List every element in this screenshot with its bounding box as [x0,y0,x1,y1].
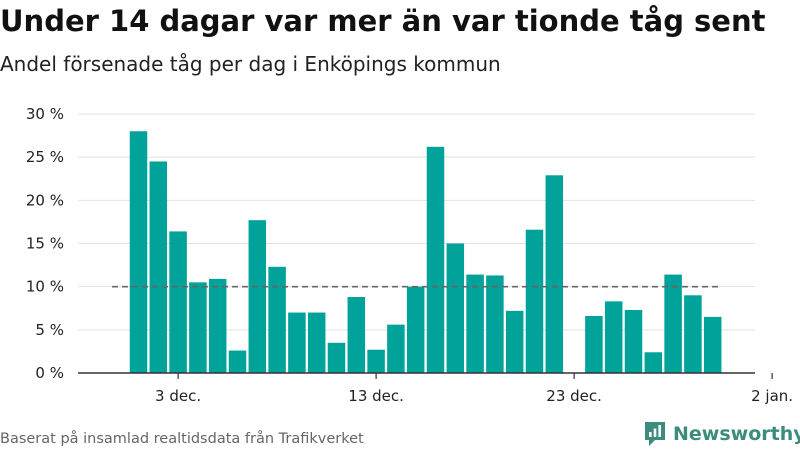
bar [703,316,722,373]
x-tick-label: 3 dec. [155,387,201,405]
bar [684,295,702,373]
bar [525,229,544,373]
bar [208,278,227,373]
bar [288,312,306,373]
source-note: Baserat på insamlad realtidsdata från Tr… [0,431,364,447]
y-tick-label: 15 % [26,235,64,253]
x-tick-label: 13 dec. [348,387,404,405]
bar [307,312,326,373]
chart-title: Under 14 dagar var mer än var tionde tåg… [0,4,766,38]
y-tick-label: 10 % [26,278,64,296]
x-tick-label: 23 dec. [546,387,602,405]
bar [505,310,524,373]
bar [387,324,405,373]
chart-subtitle: Andel försenade tåg per dag i Enköpings … [0,52,501,76]
bar [426,146,445,373]
y-tick-label: 0 % [35,364,64,382]
y-tick-label: 5 % [35,321,64,339]
y-tick-label: 25 % [26,148,64,166]
bar [624,309,643,373]
bar [585,316,603,373]
bar [149,161,168,373]
bar [545,175,564,373]
bar [466,274,484,373]
bar [228,350,247,373]
bar [347,297,366,373]
bar [604,301,623,373]
y-tick-label: 20 % [26,191,64,209]
y-tick-label: 30 % [26,105,64,123]
bar [327,342,346,373]
bar [644,352,663,373]
bar [169,231,187,373]
bar [406,286,425,373]
bar [248,220,267,373]
x-tick-label: 2 jan. [751,387,793,405]
newsworthy-logo-icon [645,422,665,446]
bar [486,275,504,373]
bar [268,266,286,373]
bar [446,243,465,373]
bar [664,274,682,373]
brand-logo: Newsworthy [643,420,800,448]
bar [189,282,207,373]
brand-name: Newsworthy [673,423,800,445]
bar [367,349,385,373]
bar [129,131,148,373]
